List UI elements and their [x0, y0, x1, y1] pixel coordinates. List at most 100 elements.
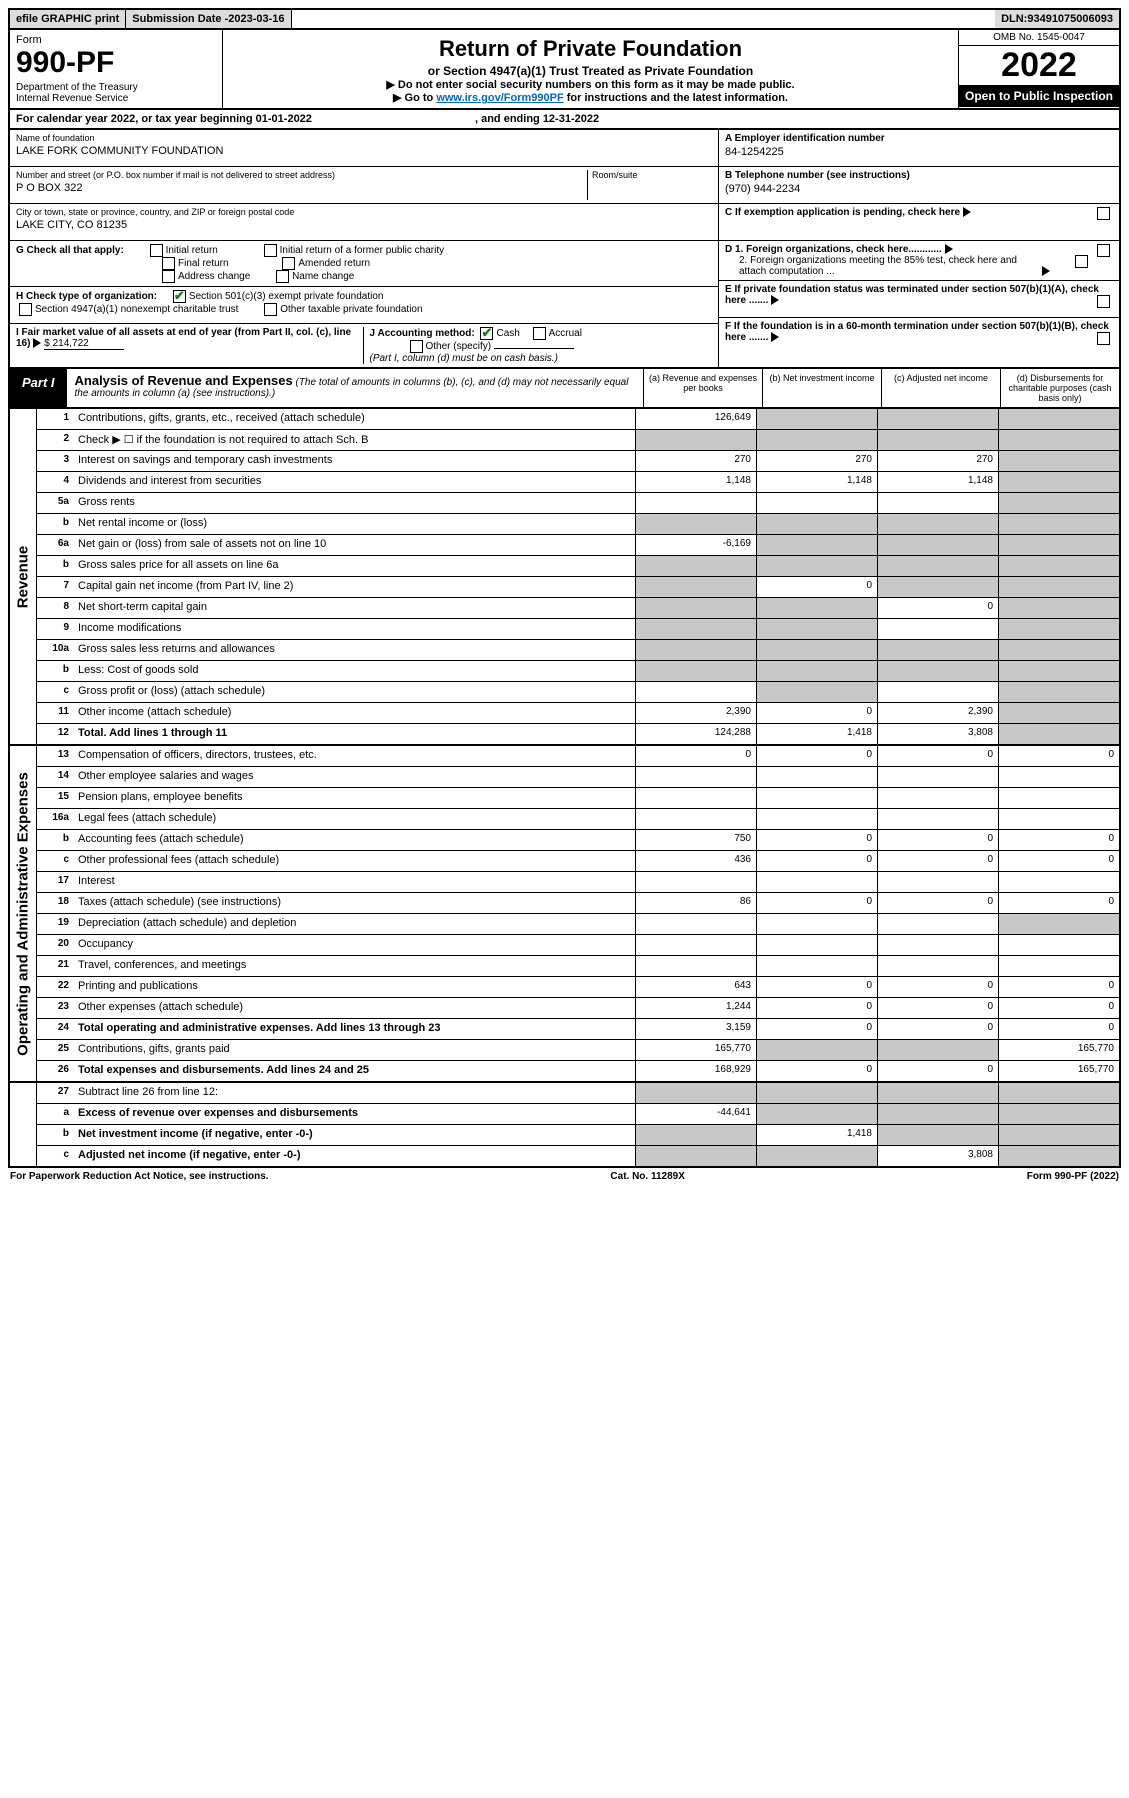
section-d: D 1. Foreign organizations, check here..…: [719, 241, 1119, 281]
section-f: F If the foundation is in a 60-month ter…: [719, 318, 1119, 354]
table-row: 23Other expenses (attach schedule)1,2440…: [37, 998, 1119, 1019]
col-a: 270: [635, 451, 756, 471]
cb-cash[interactable]: [480, 327, 493, 340]
col-d: [998, 430, 1119, 450]
cb-other-taxable[interactable]: [264, 303, 277, 316]
line-desc: Legal fees (attach schedule): [74, 809, 635, 829]
col-b: [756, 682, 877, 702]
col-d: 165,770: [998, 1061, 1119, 1081]
cb-d1[interactable]: [1097, 244, 1110, 257]
line-desc: Total. Add lines 1 through 11: [74, 724, 635, 744]
line-number: 3: [37, 451, 74, 471]
line-desc: Net investment income (if negative, ente…: [74, 1125, 635, 1145]
col-c: 3,808: [877, 1146, 998, 1166]
table-row: 26Total expenses and disbursements. Add …: [37, 1061, 1119, 1081]
line-number: c: [37, 1146, 74, 1166]
col-a: 3,159: [635, 1019, 756, 1039]
col-c: [877, 1104, 998, 1124]
line-number: 26: [37, 1061, 74, 1081]
cb-accrual[interactable]: [533, 327, 546, 340]
part-desc: Analysis of Revenue and Expenses (The to…: [67, 369, 643, 407]
col-c: [877, 872, 998, 892]
cb-final[interactable]: [162, 257, 175, 270]
col-d: [998, 767, 1119, 787]
col-a: [635, 872, 756, 892]
cb-4947[interactable]: [19, 303, 32, 316]
table-row: 24Total operating and administrative exp…: [37, 1019, 1119, 1040]
line-desc: Subtract line 26 from line 12:: [74, 1083, 635, 1103]
revenue-table: Revenue 1Contributions, gifts, grants, e…: [8, 409, 1121, 746]
line-number: 7: [37, 577, 74, 597]
line-desc: Compensation of officers, directors, tru…: [74, 746, 635, 766]
section-h: H Check type of organization: Section 50…: [10, 287, 718, 324]
col-b: [756, 556, 877, 576]
instruction-2: ▶ Go to www.irs.gov/Form990PF for instru…: [231, 91, 950, 104]
summary-table: 27Subtract line 26 from line 12:aExcess …: [8, 1083, 1121, 1168]
col-b: [756, 493, 877, 513]
col-a: 1,148: [635, 472, 756, 492]
line-number: 5a: [37, 493, 74, 513]
calendar-year-row: For calendar year 2022, or tax year begi…: [8, 110, 1121, 130]
col-a: 0: [635, 746, 756, 766]
table-row: 22Printing and publications643000: [37, 977, 1119, 998]
line-number: 17: [37, 872, 74, 892]
col-a-hdr: (a) Revenue and expenses per books: [643, 369, 762, 407]
table-row: 25Contributions, gifts, grants paid165,7…: [37, 1040, 1119, 1061]
line-number: 11: [37, 703, 74, 723]
table-row: 6aNet gain or (loss) from sale of assets…: [37, 535, 1119, 556]
line-desc: Total operating and administrative expen…: [74, 1019, 635, 1039]
line-number: b: [37, 1125, 74, 1145]
col-a: [635, 640, 756, 660]
col-b: [756, 619, 877, 639]
col-d: [998, 935, 1119, 955]
col-d: [998, 661, 1119, 681]
cb-501c3[interactable]: [173, 290, 186, 303]
col-b: [756, 1104, 877, 1124]
line-number: 6a: [37, 535, 74, 555]
expenses-table: Operating and Administrative Expenses 13…: [8, 746, 1121, 1083]
line-desc: Gross sales less returns and allowances: [74, 640, 635, 660]
ein-cell: A Employer identification number 84-1254…: [719, 130, 1119, 167]
form-url-link[interactable]: www.irs.gov/Form990PF: [436, 92, 563, 104]
col-c: [877, 493, 998, 513]
line-number: 19: [37, 914, 74, 934]
header-right: OMB No. 1545-0047 2022 Open to Public In…: [958, 30, 1119, 108]
col-a: [635, 956, 756, 976]
table-row: 16aLegal fees (attach schedule): [37, 809, 1119, 830]
table-row: 27Subtract line 26 from line 12:: [37, 1083, 1119, 1104]
line-number: 16a: [37, 809, 74, 829]
col-d: [998, 577, 1119, 597]
col-d: [998, 535, 1119, 555]
irs: Internal Revenue Service: [16, 93, 216, 104]
col-a: 436: [635, 851, 756, 871]
cb-name-change[interactable]: [276, 270, 289, 283]
col-d: [998, 640, 1119, 660]
cb-d2[interactable]: [1075, 255, 1088, 268]
table-row: 18Taxes (attach schedule) (see instructi…: [37, 893, 1119, 914]
cb-e[interactable]: [1097, 295, 1110, 308]
table-row: 11Other income (attach schedule)2,39002,…: [37, 703, 1119, 724]
cb-initial[interactable]: [150, 244, 163, 257]
cb-addr-change[interactable]: [162, 270, 175, 283]
table-row: 17Interest: [37, 872, 1119, 893]
col-d: 0: [998, 746, 1119, 766]
col-d: [998, 493, 1119, 513]
cb-initial-former[interactable]: [264, 244, 277, 257]
footer-left: For Paperwork Reduction Act Notice, see …: [10, 1171, 269, 1182]
line-desc: Net gain or (loss) from sale of assets n…: [74, 535, 635, 555]
cb-amended[interactable]: [282, 257, 295, 270]
cb-c[interactable]: [1097, 207, 1110, 220]
col-d: [998, 1146, 1119, 1166]
cb-f[interactable]: [1097, 332, 1110, 345]
table-row: bNet investment income (if negative, ent…: [37, 1125, 1119, 1146]
line-desc: Pension plans, employee benefits: [74, 788, 635, 808]
col-b: 0: [756, 1061, 877, 1081]
cb-other-method[interactable]: [410, 340, 423, 353]
line-number: 1: [37, 409, 74, 429]
col-a: [635, 767, 756, 787]
col-b: [756, 956, 877, 976]
table-row: 5aGross rents: [37, 493, 1119, 514]
col-d: 0: [998, 998, 1119, 1018]
col-c: 270: [877, 451, 998, 471]
col-d: [998, 724, 1119, 744]
